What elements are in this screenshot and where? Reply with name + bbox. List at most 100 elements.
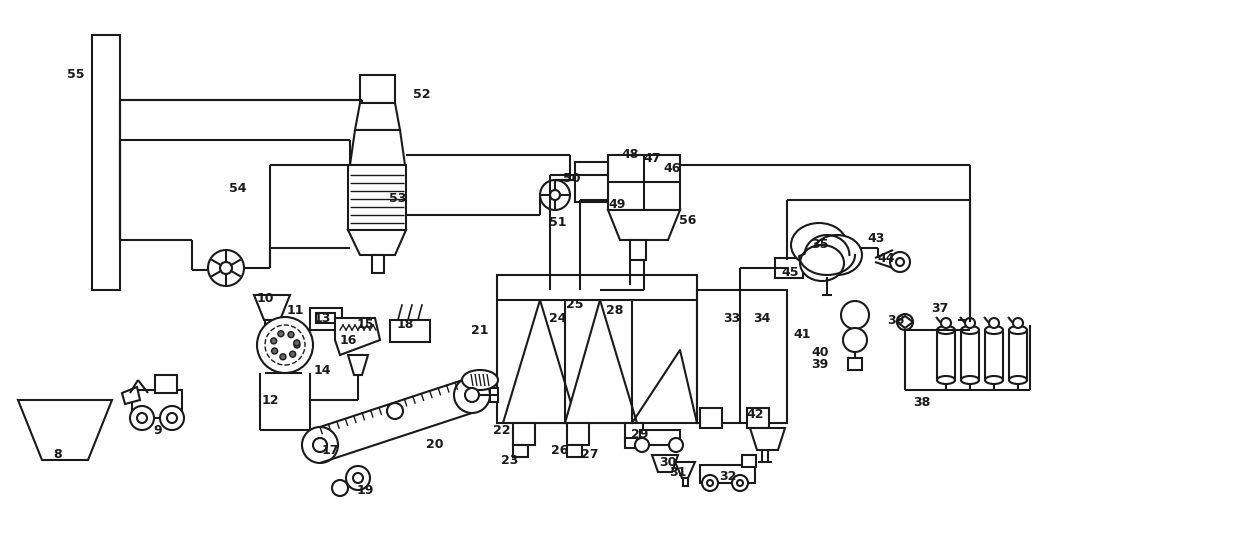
Text: 36: 36 bbox=[887, 314, 904, 326]
Circle shape bbox=[294, 340, 300, 346]
Bar bbox=[265, 320, 278, 330]
Text: 34: 34 bbox=[753, 311, 771, 325]
Polygon shape bbox=[503, 300, 577, 423]
Circle shape bbox=[278, 331, 284, 337]
Bar bbox=[698, 290, 787, 423]
Circle shape bbox=[294, 342, 300, 348]
Bar bbox=[847, 358, 862, 370]
Polygon shape bbox=[348, 355, 368, 375]
Circle shape bbox=[843, 328, 867, 352]
Circle shape bbox=[669, 438, 683, 452]
Text: 30: 30 bbox=[659, 455, 676, 469]
Text: 18: 18 bbox=[396, 319, 414, 331]
Circle shape bbox=[703, 475, 717, 491]
Bar bbox=[629, 240, 646, 260]
Text: 29: 29 bbox=[632, 428, 649, 442]
Text: 44: 44 bbox=[877, 252, 895, 264]
Polygon shape bbox=[335, 318, 380, 355]
Text: 8: 8 bbox=[53, 449, 62, 461]
Circle shape bbox=[453, 377, 489, 413]
Ellipse shape bbox=[961, 376, 979, 384]
Polygon shape bbox=[254, 295, 290, 320]
Bar bbox=[92, 35, 120, 290]
Circle shape bbox=[138, 413, 147, 423]
Circle shape bbox=[346, 466, 370, 490]
Circle shape bbox=[313, 438, 327, 452]
Bar bbox=[497, 275, 698, 423]
Text: 15: 15 bbox=[357, 319, 374, 331]
Ellipse shape bbox=[937, 376, 955, 384]
Circle shape bbox=[256, 317, 313, 373]
Circle shape bbox=[387, 403, 403, 419]
Circle shape bbox=[890, 252, 909, 272]
Bar bbox=[683, 478, 688, 486]
Text: 46: 46 bbox=[663, 162, 680, 175]
Circle shape bbox=[732, 475, 748, 491]
Bar bbox=[747, 408, 769, 428]
Circle shape bbox=[550, 190, 560, 200]
Polygon shape bbox=[356, 103, 400, 130]
Text: 54: 54 bbox=[229, 182, 247, 194]
Circle shape bbox=[167, 413, 177, 423]
Bar bbox=[624, 438, 637, 448]
Polygon shape bbox=[121, 387, 140, 404]
Polygon shape bbox=[608, 210, 680, 240]
Text: 48: 48 bbox=[621, 148, 638, 162]
Text: 23: 23 bbox=[502, 454, 519, 466]
Ellipse shape bbox=[985, 326, 1004, 334]
Bar bbox=[489, 388, 498, 402]
Circle shape bbox=[636, 438, 649, 452]
Text: 49: 49 bbox=[608, 198, 626, 212]
Text: 45: 45 bbox=[782, 265, 799, 279]
Bar bbox=[155, 375, 177, 393]
Circle shape bbox=[353, 473, 363, 483]
Circle shape bbox=[965, 318, 975, 328]
Polygon shape bbox=[349, 130, 405, 165]
Text: 11: 11 bbox=[286, 304, 304, 316]
Circle shape bbox=[896, 258, 904, 266]
Text: 41: 41 bbox=[793, 329, 810, 341]
Ellipse shape bbox=[985, 376, 1004, 384]
Bar bbox=[513, 423, 535, 445]
Circle shape bbox=[737, 480, 743, 486]
Circle shape bbox=[271, 338, 276, 344]
Circle shape bbox=[130, 406, 154, 430]
Text: 53: 53 bbox=[389, 192, 406, 204]
Bar bbox=[372, 255, 384, 273]
Bar bbox=[133, 390, 182, 418]
Circle shape bbox=[265, 325, 305, 365]
Bar bbox=[742, 455, 756, 467]
Ellipse shape bbox=[961, 326, 979, 334]
Bar bbox=[608, 155, 680, 210]
Text: 20: 20 bbox=[426, 439, 444, 452]
Text: 56: 56 bbox=[679, 213, 696, 227]
Text: 21: 21 bbox=[471, 324, 488, 336]
Text: 35: 35 bbox=[812, 239, 829, 252]
Circle shape bbox=[302, 427, 338, 463]
Bar bbox=[513, 445, 528, 457]
Ellipse shape bbox=[462, 370, 498, 390]
Ellipse shape bbox=[800, 245, 844, 281]
Text: 27: 27 bbox=[581, 449, 598, 461]
Circle shape bbox=[271, 348, 278, 354]
Text: 50: 50 bbox=[564, 172, 581, 184]
Text: 24: 24 bbox=[549, 311, 566, 325]
Bar bbox=[961, 330, 979, 380]
Ellipse shape bbox=[937, 326, 955, 334]
Text: 52: 52 bbox=[414, 89, 431, 101]
Text: 55: 55 bbox=[67, 69, 84, 81]
Circle shape bbox=[160, 406, 185, 430]
Bar bbox=[985, 330, 1004, 380]
Bar bbox=[361, 75, 395, 103]
Text: 37: 37 bbox=[932, 301, 949, 315]
Bar bbox=[937, 330, 955, 380]
Text: 19: 19 bbox=[357, 484, 374, 496]
Bar bbox=[316, 313, 335, 323]
Circle shape bbox=[221, 262, 232, 274]
Text: 43: 43 bbox=[867, 232, 885, 244]
Text: 13: 13 bbox=[313, 311, 331, 325]
Polygon shape bbox=[652, 455, 678, 472]
Circle shape bbox=[280, 354, 286, 360]
Bar bbox=[348, 165, 406, 230]
Text: 17: 17 bbox=[321, 444, 338, 456]
